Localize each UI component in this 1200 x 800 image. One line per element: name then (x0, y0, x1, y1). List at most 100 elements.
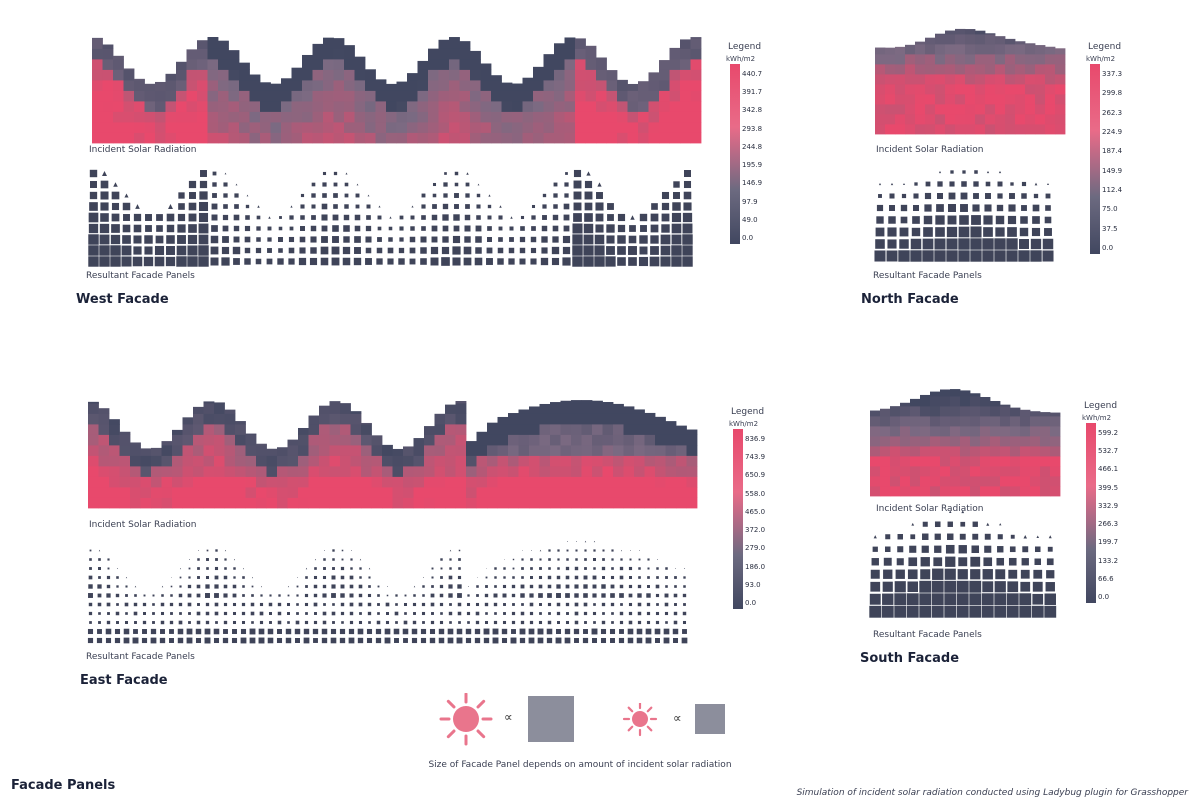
north-panel (960, 204, 968, 212)
west-radiation-cell (638, 132, 649, 144)
east-panel (250, 602, 255, 607)
west-radiation-cell (417, 111, 429, 123)
south-radiation-cell (1000, 426, 1011, 437)
east-panel (503, 576, 506, 579)
west-radiation-cell (197, 40, 208, 49)
east-radiation-cell (151, 447, 162, 456)
north-radiation-cell (985, 33, 996, 35)
proportional-symbol-small: ∝ (673, 711, 682, 725)
south-panel (869, 605, 882, 618)
east-radiation-cell (655, 497, 666, 509)
south-edge-panel (1036, 535, 1040, 539)
west-panel (639, 235, 648, 244)
south-radiation-cell (1000, 416, 1011, 427)
west-panel (497, 247, 504, 254)
north-radiation-cell (925, 74, 936, 85)
east-radiation-cell (109, 455, 120, 467)
west-panel (572, 234, 583, 245)
south-radiation-cell (920, 394, 931, 397)
east-panel (538, 584, 543, 589)
west-radiation-cell (638, 101, 649, 112)
west-panel (464, 236, 471, 243)
east-panel (233, 576, 236, 579)
east-panel (611, 567, 614, 570)
west-panel (310, 247, 317, 254)
south-radiation-cell (890, 426, 901, 437)
east-panel (160, 620, 165, 625)
west-panel (476, 204, 481, 209)
east-radiation-cell (518, 466, 530, 477)
east-panel (627, 628, 634, 635)
north-radiation-cell (1045, 74, 1056, 85)
east-radiation-cell (88, 434, 99, 446)
east-panel (331, 584, 336, 589)
east-edge-panel (287, 585, 290, 588)
south-radiation-cell (880, 486, 891, 497)
south-radiation-cell (870, 466, 881, 477)
west-panel (210, 235, 219, 244)
east-radiation-cell (476, 497, 488, 509)
north-radiation-cell (895, 104, 906, 115)
east-panel (88, 611, 93, 616)
west-panel (355, 204, 360, 209)
west-radiation-cell (302, 54, 313, 60)
west-panel (310, 236, 317, 243)
north-radiation-caption: Incident Solar Radiation (876, 145, 984, 155)
south-radiation-cell (880, 476, 891, 487)
west-panel (223, 193, 228, 198)
west-panel (321, 214, 328, 221)
south-facade-panels (869, 510, 1057, 618)
west-panel (166, 213, 175, 222)
east-radiation-cell (119, 487, 131, 498)
south-panel (932, 568, 944, 580)
east-radiation-cell (245, 487, 257, 498)
north-panel (946, 226, 958, 238)
west-radiation-cell (365, 132, 376, 144)
west-radiation-cell (323, 69, 334, 81)
east-panel (312, 628, 319, 635)
north-radiation-cell (945, 94, 956, 105)
east-radiation-cell (550, 402, 561, 404)
north-radiation-cell (885, 54, 896, 65)
west-radiation-cell (648, 122, 660, 133)
south-radiation-cell (1020, 416, 1031, 427)
east-facade-title: East Facade (80, 673, 168, 688)
north-radiation-cell (985, 74, 996, 85)
west-radiation-cell (113, 122, 124, 133)
west-panel (430, 257, 439, 266)
west-panel (376, 247, 383, 254)
west-radiation-cell (690, 111, 702, 123)
west-radiation-cell (249, 122, 261, 133)
east-radiation-cell (497, 466, 509, 477)
east-panel (116, 576, 119, 579)
north-panel (1021, 205, 1027, 211)
north-radiation-cell (965, 29, 976, 35)
east-panel (242, 576, 245, 579)
west-panel (420, 236, 427, 243)
east-panel (413, 594, 416, 597)
west-panel (441, 257, 450, 266)
south-radiation-cell (1020, 486, 1031, 497)
west-radiation-cell (239, 90, 250, 102)
north-radiation-cell (955, 84, 966, 95)
west-panel (188, 180, 197, 189)
north-edge-panel (890, 182, 894, 186)
west-radiation-cell (323, 38, 334, 49)
west-radiation-cell (365, 69, 376, 81)
west-radiation-cell (344, 69, 355, 81)
east-panel (502, 620, 507, 625)
west-panel (421, 193, 426, 198)
east-radiation-cell (539, 413, 551, 425)
north-radiation-cell (935, 54, 946, 65)
west-radiation-cell (375, 80, 387, 91)
east-panel (197, 558, 200, 561)
west-panel (89, 202, 98, 211)
west-radiation-cell (113, 69, 124, 81)
east-panel (125, 612, 128, 615)
west-panel (234, 204, 239, 209)
east-radiation-cell (392, 455, 404, 467)
east-radiation-cell (235, 424, 246, 435)
south-radiation-cell (1040, 436, 1051, 447)
east-radiation-cell (245, 433, 257, 435)
east-panel (411, 628, 418, 635)
